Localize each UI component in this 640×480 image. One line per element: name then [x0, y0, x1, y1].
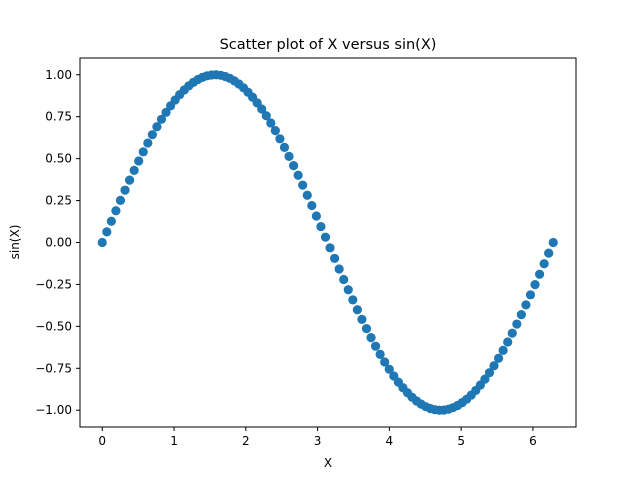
scatter-point — [134, 156, 144, 166]
scatter-point — [361, 324, 372, 334]
scatter-point — [507, 328, 517, 338]
y-tick-label: 0.50 — [45, 152, 72, 166]
scatter-point — [115, 195, 126, 205]
x-tick-label: 3 — [314, 434, 322, 448]
scatter-point — [334, 264, 344, 274]
x-tick-label: 2 — [242, 434, 250, 448]
data-points — [97, 70, 558, 415]
scatter-point — [357, 314, 367, 324]
scatter-point — [97, 237, 107, 248]
y-tick-label: −1.00 — [35, 403, 72, 417]
x-tick-label: 6 — [529, 434, 537, 448]
scatter-point — [311, 211, 321, 221]
scatter-point — [124, 175, 135, 185]
scatter-point — [156, 114, 167, 124]
scatter-point — [288, 161, 299, 171]
scatter-point — [152, 122, 162, 132]
y-tick-label: 0.25 — [45, 194, 72, 208]
scatter-point — [106, 216, 116, 226]
y-tick-label: 0.00 — [45, 236, 72, 250]
scatter-point — [298, 180, 308, 190]
scatter-point — [516, 309, 526, 320]
scatter-point — [498, 345, 508, 355]
scatter-point — [480, 374, 490, 384]
chart-title: Scatter plot of X versus sin(X) — [220, 37, 437, 53]
scatter-point — [525, 290, 536, 300]
scatter-point — [275, 134, 285, 144]
scatter-point — [120, 185, 130, 195]
scatter-point — [375, 349, 385, 359]
y-tick-label: 0.75 — [45, 110, 72, 124]
scatter-point — [343, 285, 353, 295]
scatter-point — [147, 130, 157, 140]
scatter-point — [539, 259, 549, 269]
scatter-point — [489, 361, 499, 371]
scatter-point — [261, 111, 271, 121]
scatter-point — [329, 253, 340, 264]
scatter-point — [348, 295, 358, 305]
scatter-point — [161, 107, 171, 117]
scatter-point — [257, 104, 267, 114]
scatter-point — [316, 221, 326, 232]
scatter-point — [307, 200, 317, 211]
scatter-point — [339, 274, 349, 285]
scatter-point — [503, 337, 513, 347]
scatter-point — [521, 300, 531, 310]
x-tick-label: 5 — [457, 434, 465, 448]
x-tick-label: 4 — [386, 434, 394, 448]
x-tick-label: 1 — [170, 434, 178, 448]
scatter-point — [293, 170, 303, 180]
scatter-point — [544, 248, 554, 258]
y-tick-label: −0.50 — [35, 319, 72, 333]
x-tick-label: 0 — [98, 434, 106, 448]
scatter-point — [325, 243, 335, 253]
scatter-point — [270, 126, 280, 136]
scatter-point — [370, 341, 381, 351]
scatter-point — [320, 232, 331, 242]
y-tick-label: 1.00 — [45, 68, 72, 82]
scatter-point — [284, 151, 294, 161]
scatter-point — [266, 118, 276, 128]
scatter-point — [102, 227, 112, 237]
x-axis-ticks: 0 1 2 3 4 5 6 — [98, 427, 537, 448]
x-axis-label: X — [324, 456, 332, 470]
scatter-point — [143, 138, 153, 148]
scatter-point — [111, 206, 121, 216]
y-axis-ticks: 1.00 0.75 0.50 0.25 0.00 −0.25 −0.50 −0.75 −1.00 — [35, 68, 80, 417]
y-tick-label: −0.75 — [35, 361, 72, 375]
scatter-point — [384, 364, 394, 374]
scatter-point — [352, 305, 362, 315]
scatter-point — [279, 142, 290, 152]
scatter-point — [129, 165, 139, 176]
scatter-point — [484, 368, 495, 378]
y-tick-label: −0.25 — [35, 277, 72, 291]
scatter-point — [512, 319, 522, 329]
y-axis-label: sin(X) — [8, 225, 22, 260]
scatter-point — [534, 269, 545, 279]
plot-area — [80, 58, 576, 427]
scatter-point — [380, 357, 390, 367]
scatter-point — [366, 333, 376, 343]
scatter-point — [138, 147, 148, 157]
scatter-point — [548, 237, 558, 248]
scatter-point — [493, 353, 504, 363]
scatter-point — [302, 190, 312, 200]
scatter-point — [530, 280, 540, 290]
